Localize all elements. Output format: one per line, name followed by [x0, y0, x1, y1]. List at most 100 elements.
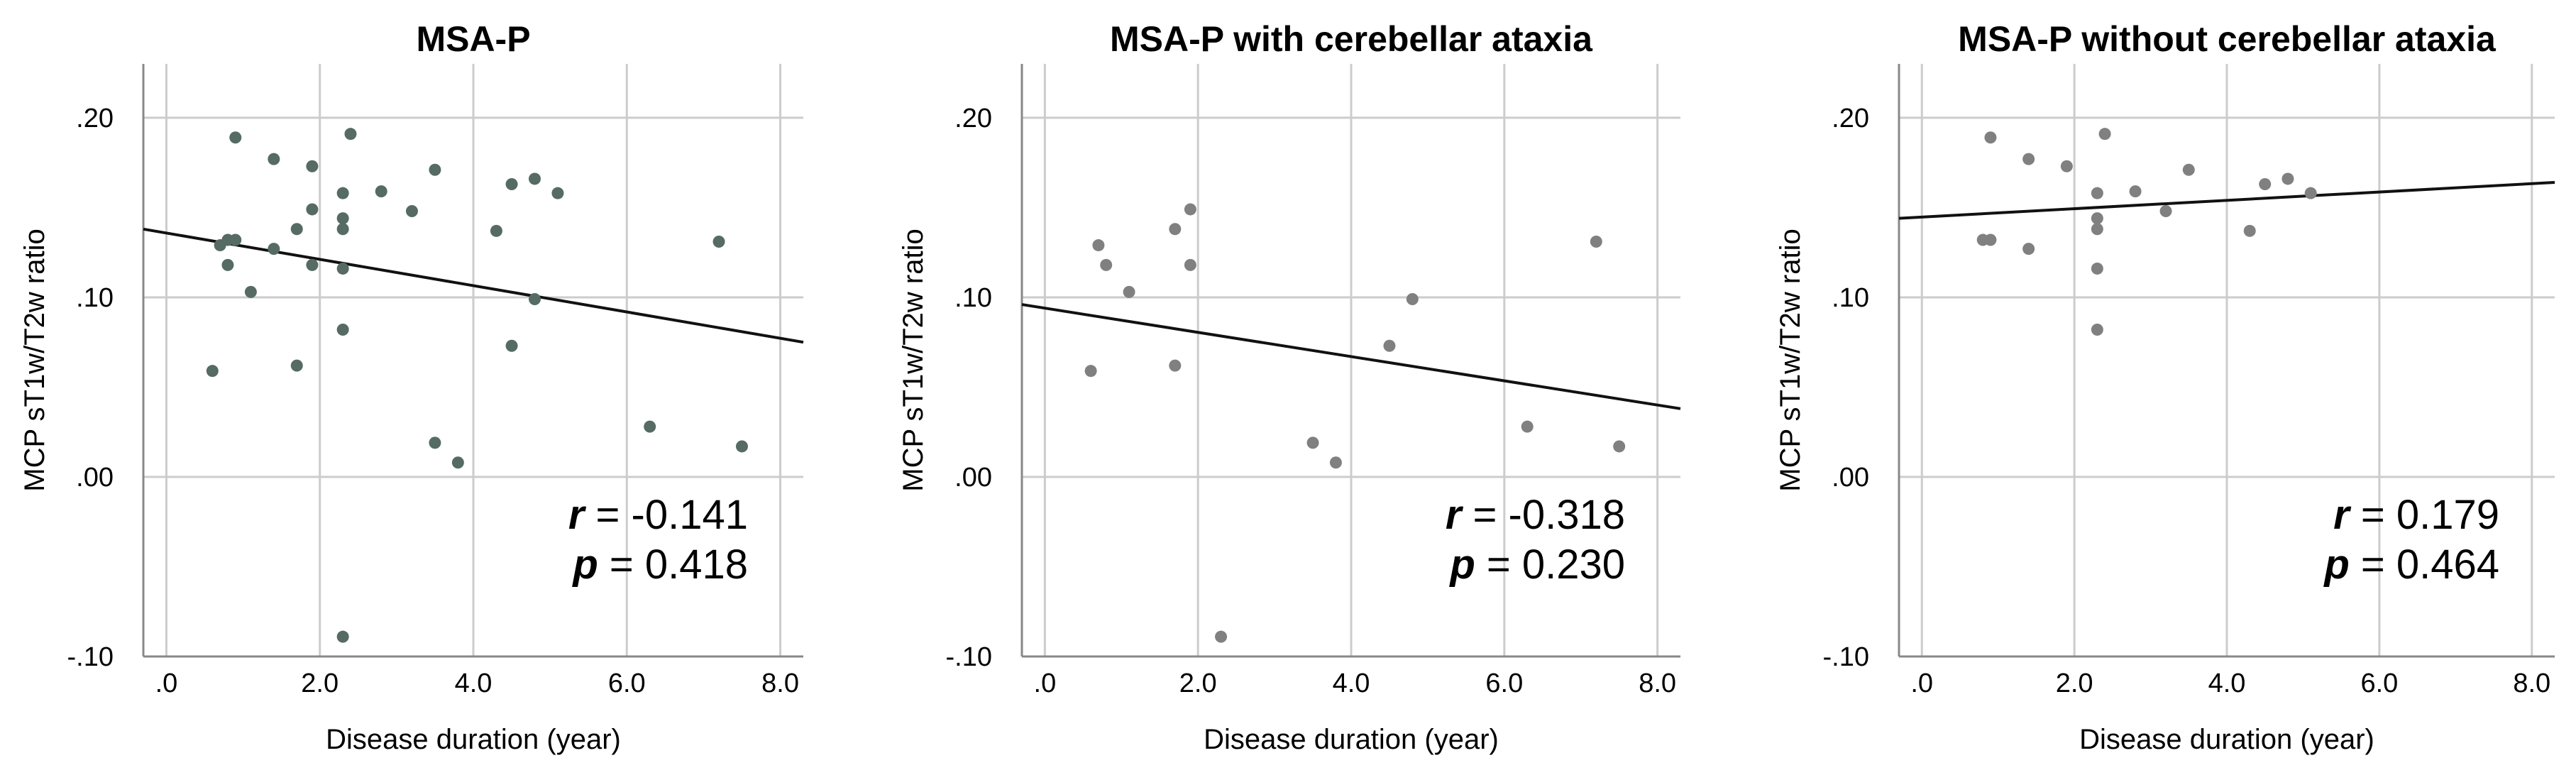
- p-value: = 0.230: [1475, 542, 1625, 588]
- data-point: [644, 420, 656, 433]
- y-tick-label: .10: [76, 283, 114, 313]
- y-tick-label: -.10: [946, 642, 992, 672]
- data-point: [1383, 339, 1396, 352]
- x-tick-label: .0: [155, 669, 178, 698]
- x-tick-label: .0: [1910, 669, 1933, 698]
- data-point: [2304, 187, 2317, 199]
- data-point: [451, 456, 464, 469]
- x-tick-labels: .0 2.0 4.0 6.0 8.0: [1034, 669, 1677, 698]
- p-value: = 0.464: [2350, 542, 2499, 588]
- x-tick-labels: .0 2.0 4.0 6.0 8.0: [1910, 669, 2550, 698]
- data-point: [529, 172, 541, 185]
- x-tick-label: 8.0: [2513, 669, 2550, 698]
- x-axis-label: Disease duration (year): [326, 724, 621, 755]
- y-axis-label: MCP sT1w/T2w ratio: [19, 229, 50, 491]
- data-point: [306, 160, 319, 172]
- y-axis-label: MCP sT1w/T2w ratio: [1775, 229, 1806, 491]
- data-points: [206, 128, 748, 643]
- p-value-annotation: p = 0.418: [571, 542, 748, 588]
- panel-msa-p-with-ataxia: .0 2.0 4.0 6.0 8.0 -.10 .00 .10 .20 MSA-P with …: [898, 19, 1681, 755]
- data-point: [2281, 172, 2294, 185]
- data-point: [1590, 236, 1602, 248]
- y-tick-label: .20: [76, 104, 114, 133]
- data-point: [306, 258, 319, 271]
- panel-msa-p: .0 2.0 4.0 6.0 8.0 -.10 .00 .10 .20 MSA-P Disea…: [19, 19, 804, 755]
- data-point: [429, 436, 441, 449]
- data-point: [290, 223, 303, 236]
- data-point: [1984, 233, 1997, 246]
- x-tick-labels: .0 2.0 4.0 6.0 8.0: [155, 669, 799, 698]
- data-point: [490, 224, 502, 237]
- data-point: [2091, 212, 2103, 225]
- x-axis-label: Disease duration (year): [2079, 724, 2374, 755]
- y-tick-label: .20: [954, 104, 992, 133]
- data-point: [1613, 440, 1626, 453]
- data-point: [221, 258, 234, 271]
- y-tick-label: .20: [1832, 104, 1869, 133]
- x-tick-label: 6.0: [608, 669, 646, 698]
- x-tick-label: 2.0: [301, 669, 338, 698]
- data-point: [306, 203, 319, 216]
- x-tick-label: 4.0: [1333, 669, 1370, 698]
- chart-title: MSA-P: [416, 19, 530, 59]
- x-tick-label: 2.0: [1179, 669, 1217, 698]
- data-point: [429, 163, 441, 176]
- p-symbol: p: [2323, 542, 2349, 588]
- y-tick-label: -.10: [67, 642, 114, 672]
- y-tick-label: .00: [954, 463, 992, 493]
- data-point: [2259, 178, 2272, 191]
- p-value-annotation: p = 0.230: [1448, 542, 1625, 588]
- data-point: [2091, 323, 2103, 336]
- data-point: [2129, 185, 2142, 198]
- plot-frame: [142, 64, 803, 658]
- data-point: [2091, 223, 2103, 236]
- data-point: [336, 262, 349, 275]
- data-point: [1184, 203, 1196, 216]
- data-point: [206, 365, 219, 378]
- data-point: [2060, 160, 2073, 172]
- data-point: [336, 630, 349, 643]
- p-symbol: p: [1448, 542, 1475, 588]
- data-point: [229, 131, 242, 144]
- y-tick-label: -.10: [1823, 642, 1869, 672]
- data-points: [1084, 203, 1626, 643]
- data-point: [336, 223, 349, 236]
- plot-frame: [1020, 64, 1680, 658]
- data-point: [1406, 292, 1419, 305]
- data-point: [2159, 204, 2172, 217]
- x-tick-label: 2.0: [2056, 669, 2093, 698]
- data-point: [1215, 630, 1228, 643]
- r-symbol: r: [2333, 492, 2352, 538]
- data-point: [529, 292, 541, 305]
- data-point: [551, 187, 564, 199]
- data-point: [1184, 258, 1196, 271]
- x-axis-label: Disease duration (year): [1204, 724, 1499, 755]
- data-point: [2022, 243, 2035, 255]
- r-value: = -0.141: [584, 492, 748, 538]
- data-point: [290, 359, 303, 372]
- data-point: [505, 339, 518, 352]
- data-point: [2091, 262, 2103, 275]
- chart-title: MSA-P without cerebellar ataxia: [1958, 19, 2497, 59]
- data-point: [244, 285, 257, 298]
- x-tick-label: 6.0: [1485, 669, 1523, 698]
- data-point: [336, 323, 349, 336]
- x-tick-label: .0: [1034, 669, 1057, 698]
- data-point: [735, 440, 748, 453]
- correlation-r-annotation: r = -0.318: [1446, 492, 1625, 538]
- x-tick-label: 4.0: [2208, 669, 2246, 698]
- r-symbol: r: [1446, 492, 1464, 538]
- correlation-r-annotation: r = -0.141: [568, 492, 748, 538]
- data-point: [1169, 223, 1182, 236]
- r-value: = 0.179: [2350, 492, 2499, 538]
- p-symbol: p: [571, 542, 598, 588]
- data-point: [336, 187, 349, 199]
- correlation-r-annotation: r = 0.179: [2333, 492, 2499, 538]
- data-point: [336, 212, 349, 225]
- data-point: [2182, 163, 2195, 176]
- r-value: = -0.318: [1461, 492, 1625, 538]
- y-tick-labels: -.10 .00 .10 .20: [946, 104, 992, 672]
- data-point: [344, 128, 357, 141]
- data-point: [1329, 456, 1342, 469]
